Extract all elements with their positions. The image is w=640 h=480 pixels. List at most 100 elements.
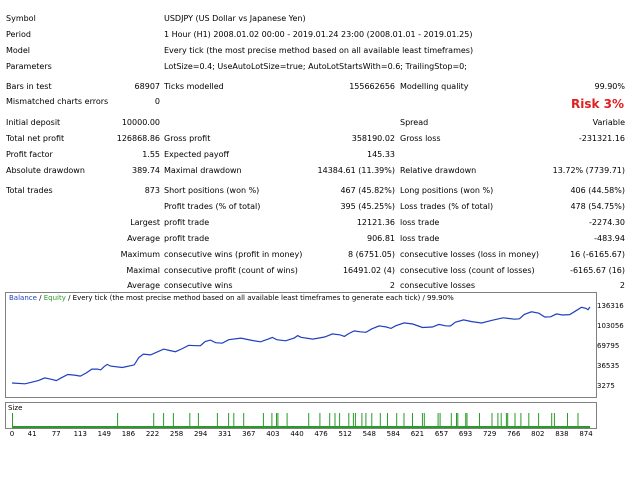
size-bar: [243, 413, 245, 428]
size-bar: [228, 413, 230, 428]
largest-profit-value: 12121.36: [356, 218, 395, 227]
profit-factor-label: Profit factor: [6, 150, 53, 159]
x-tick-label: 512: [338, 430, 352, 438]
total-trades-label: Total trades: [6, 186, 53, 195]
largest-profit-label: profit trade: [164, 218, 210, 227]
loss-trades-label: Loss trades (% of total): [400, 202, 494, 211]
largest-loss-label: loss trade: [400, 218, 440, 227]
x-tick-label: 0: [9, 430, 15, 438]
profit-factor-value: 1.55: [142, 150, 160, 159]
size-bar: [567, 413, 568, 428]
max-consecutive-loss-value: -6165.67 (16): [570, 266, 625, 275]
balance-chart: Balance / Equity / Every tick (the most …: [5, 292, 597, 398]
legend-balance: Balance: [9, 294, 37, 302]
average-consecutive-losses-label: consecutive losses: [400, 281, 476, 290]
expected-payoff-value: 145.33: [367, 150, 395, 159]
long-positions-value: 406 (44.58%): [570, 186, 625, 195]
spread-label: Spread: [400, 118, 429, 127]
net-profit-label: Total net profit: [6, 134, 65, 143]
size-bar: [507, 413, 509, 428]
size-bar: [334, 413, 336, 428]
x-tick-label: 222: [145, 430, 160, 438]
size-bar: [354, 413, 356, 428]
max-consecutive-profit-label: consecutive profit (count of wins): [164, 266, 298, 275]
size-bar: [361, 413, 363, 428]
size-bar: [12, 413, 13, 428]
maximum-label: Maximum: [120, 250, 160, 259]
x-tick-label: 584: [386, 430, 401, 438]
quality-value: 99.90%: [594, 82, 625, 91]
size-bar: [520, 413, 522, 428]
x-tick-label: 113: [73, 430, 87, 438]
size-baseline: [12, 426, 590, 428]
ticks-value: 155662656: [349, 82, 395, 91]
size-bar: [153, 413, 155, 428]
legend-equity: Equity: [43, 294, 66, 302]
quality-label: Modelling quality: [400, 82, 469, 91]
max-consecutive-profit-value: 16491.02 (4): [342, 266, 395, 275]
largest-loss-value: -2274.30: [589, 218, 625, 227]
absolute-drawdown-value: 389.74: [132, 166, 160, 175]
profit-trades-value: 395 (45.25%): [340, 202, 395, 211]
x-tick-label: 476: [314, 430, 328, 438]
y-axis-labels: 136316 103056 69795 36535 3275: [597, 292, 637, 402]
gross-profit-label: Gross profit: [164, 134, 211, 143]
max-consecutive-wins-label: consecutive wins (profit in money): [164, 250, 303, 259]
size-bar: [577, 413, 579, 428]
size-bar: [117, 413, 119, 428]
maximal-drawdown-label: Maximal drawdown: [164, 166, 242, 175]
deposit-label: Initial deposit: [6, 118, 61, 127]
relative-drawdown-label: Relative drawdown: [400, 166, 477, 175]
size-bar: [352, 413, 354, 428]
model-value: Every tick (the most precise method base…: [164, 46, 474, 55]
size-chart: Size: [5, 402, 597, 429]
x-tick-label: 403: [266, 430, 280, 438]
model-label: Model: [6, 46, 31, 55]
ticks-label: Ticks modelled: [164, 82, 224, 91]
x-tick-label: 657: [434, 430, 449, 438]
balance-line: [11, 306, 591, 385]
profit-trades-label: Profit trades (% of total): [164, 202, 261, 211]
size-bar: [456, 413, 457, 428]
gross-loss-label: Gross loss: [400, 134, 441, 143]
size-bar: [262, 413, 264, 428]
average-profit-value: 906.81: [367, 234, 395, 243]
x-tick-label: 258: [169, 430, 184, 438]
long-positions-label: Long positions (won %): [400, 186, 494, 195]
size-bar: [271, 413, 273, 428]
size-bar: [379, 413, 381, 428]
average-consecutive-wins-label: consecutive wins: [164, 281, 233, 290]
size-bar: [319, 413, 321, 428]
size-bar: [514, 413, 516, 428]
largest-label: Largest: [130, 218, 160, 227]
mismatch-label: Mismatched charts errors: [6, 97, 109, 106]
size-bar: [371, 413, 373, 428]
x-tick-label: 729: [482, 430, 497, 438]
x-tick-label: 874: [579, 430, 593, 438]
loss-trades-value: 478 (54.75%): [570, 202, 625, 211]
size-bar: [396, 413, 398, 428]
x-tick-label: 440: [290, 430, 304, 438]
x-tick-label: 802: [531, 430, 545, 438]
size-bar: [277, 413, 279, 428]
y-tick-label: 69795: [597, 342, 620, 350]
size-bar: [365, 413, 367, 428]
size-bar: [450, 413, 452, 428]
spread-value: Variable: [592, 118, 625, 127]
size-bar: [528, 413, 530, 428]
max-consecutive-wins-value: 8 (6751.05): [348, 250, 395, 259]
size-bar: [163, 413, 165, 428]
size-bar: [466, 413, 468, 428]
x-tick-label: 621: [410, 430, 425, 438]
mismatch-value: 0: [154, 97, 160, 106]
average-profit-label: profit trade: [164, 234, 210, 243]
symbol-label: Symbol: [6, 14, 36, 23]
x-tick-label: 294: [193, 430, 208, 438]
deposit-value: 10000.00: [121, 118, 160, 127]
average-consecutive-wins-value: 2: [389, 281, 395, 290]
legend-description: / Every tick (the most precise method ba…: [65, 294, 454, 302]
y-tick-label: 36535: [597, 362, 620, 370]
x-tick-label: 693: [458, 430, 473, 438]
size-bar: [465, 413, 467, 428]
x-tick-label: 548: [362, 430, 376, 438]
